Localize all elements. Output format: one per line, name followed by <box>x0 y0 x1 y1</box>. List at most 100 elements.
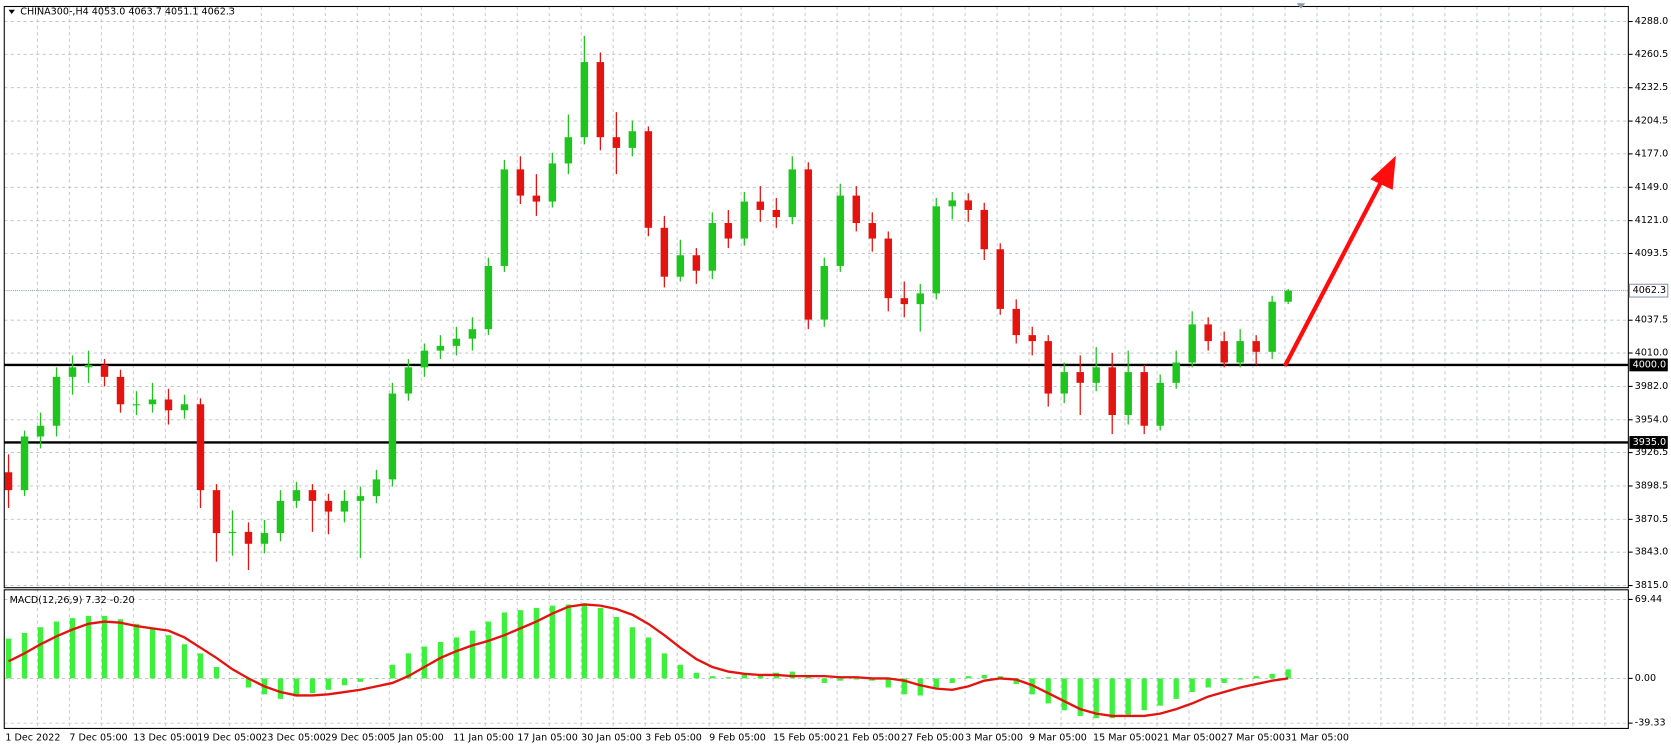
candle-body <box>164 399 173 411</box>
x-tick-label: 1 Dec 2022 <box>5 733 60 744</box>
candle-body <box>276 500 285 534</box>
x-tick-label: 31 Mar 05:00 <box>1285 733 1349 744</box>
candle-body <box>1284 290 1292 302</box>
x-tick-label: 27 Mar 05:00 <box>1221 733 1285 744</box>
candle-body <box>980 209 988 250</box>
macd-bar <box>5 638 12 679</box>
signal-line <box>8 603 1289 718</box>
x-tick-label: 5 Jan 05:00 <box>389 733 444 744</box>
candle-body <box>1076 372 1084 383</box>
macd-bar <box>613 616 620 679</box>
candle-body <box>628 131 637 148</box>
candle-body <box>388 393 397 480</box>
candle-body <box>1140 372 1148 426</box>
candle-body <box>612 137 621 148</box>
y-tick-label: 4204.5 <box>1635 116 1669 127</box>
y-tick-label: 4037.5 <box>1635 315 1669 326</box>
macd-bar <box>741 674 747 679</box>
x-tick-label: 30 Jan 05:00 <box>581 733 642 744</box>
macd-bar <box>437 642 444 679</box>
candle-body <box>548 163 557 202</box>
candle-body <box>1204 324 1212 342</box>
y-tick-label: 3815.0 <box>1635 580 1669 591</box>
candle-body <box>916 293 925 305</box>
macd-bar <box>85 615 92 679</box>
candle-body <box>228 531 237 534</box>
candle-body <box>964 200 972 210</box>
candle-body <box>676 255 685 277</box>
candle-body <box>196 404 205 491</box>
macd-bar <box>229 678 236 679</box>
candle-body <box>580 62 589 138</box>
macd-bar <box>837 678 843 681</box>
price-frame <box>3 5 1629 589</box>
menu-icon[interactable] <box>8 9 15 14</box>
candle-body <box>820 265 829 320</box>
shift-marker <box>1296 3 1306 9</box>
x-tick-label: 9 Feb 05:00 <box>709 733 766 744</box>
candle-body <box>516 169 525 196</box>
candle-body <box>1220 341 1228 363</box>
macd-bar <box>693 672 700 679</box>
macd-bar <box>757 674 763 679</box>
macd-bar <box>293 678 300 697</box>
current-price-box <box>1628 283 1669 298</box>
macd-bar <box>517 610 524 679</box>
x-tick-label: 19 Dec 05:00 <box>197 733 261 744</box>
candle-body <box>1028 335 1036 342</box>
macd-bar <box>133 623 140 679</box>
macd-bar <box>277 678 284 699</box>
candle-body <box>4 472 13 491</box>
arrow-head <box>1370 155 1396 190</box>
macd-frame <box>3 589 1629 729</box>
macd-bar <box>1285 669 1291 679</box>
candle-body <box>708 223 717 271</box>
macd-bar <box>1269 673 1275 679</box>
macd-bar <box>581 603 588 679</box>
candle-body <box>404 367 413 394</box>
x-tick-label: 3 Feb 05:00 <box>645 733 702 744</box>
x-tick-label: 11 Jan 05:00 <box>453 733 514 744</box>
candle-body <box>772 209 781 218</box>
macd-bar <box>1141 678 1147 711</box>
chart-title: CHINA300-,H4 4053.0 4063.7 4051.1 4062.3 <box>20 6 235 17</box>
candle-body <box>116 376 125 405</box>
candle-body <box>292 490 301 501</box>
level-label: 3935.0 <box>1633 437 1667 448</box>
x-tick-label: 29 Dec 05:00 <box>325 733 389 744</box>
macd-bar <box>421 646 428 679</box>
y-tick-label: 4232.5 <box>1635 82 1669 93</box>
candle-body <box>868 223 877 239</box>
macd-bar <box>21 632 28 679</box>
macd-bar <box>1173 678 1179 699</box>
candle-body <box>484 265 493 330</box>
macd-bar <box>1157 678 1163 706</box>
macd-bar <box>117 619 124 679</box>
mark-layer <box>4 35 1629 719</box>
candle-body <box>468 329 477 339</box>
macd-bar <box>821 678 827 683</box>
y-tick-label: 4121.0 <box>1635 215 1669 226</box>
y-tick-label: 3843.0 <box>1635 547 1669 558</box>
macd-bar <box>373 678 380 679</box>
candle-body <box>756 201 765 210</box>
y-tick-label: 4093.5 <box>1635 248 1669 259</box>
macd-bar <box>1013 678 1019 685</box>
candle-body <box>660 227 669 277</box>
macd-bar <box>1237 678 1243 680</box>
candle-body <box>1012 308 1020 336</box>
candle-body <box>692 255 701 271</box>
y-tick-label: 3926.5 <box>1635 447 1669 458</box>
macd-bar <box>549 605 556 679</box>
macd-bar <box>533 607 540 679</box>
candle-body <box>1236 341 1244 363</box>
candle-body <box>564 137 573 164</box>
level-box <box>1629 358 1668 372</box>
y-tick-label: 4149.0 <box>1635 182 1669 193</box>
x-tick-label: 27 Feb 05:00 <box>901 733 964 744</box>
candle-body <box>532 195 541 202</box>
macd-bar <box>853 678 859 680</box>
x-tick-label: 21 Mar 05:00 <box>1157 733 1221 744</box>
